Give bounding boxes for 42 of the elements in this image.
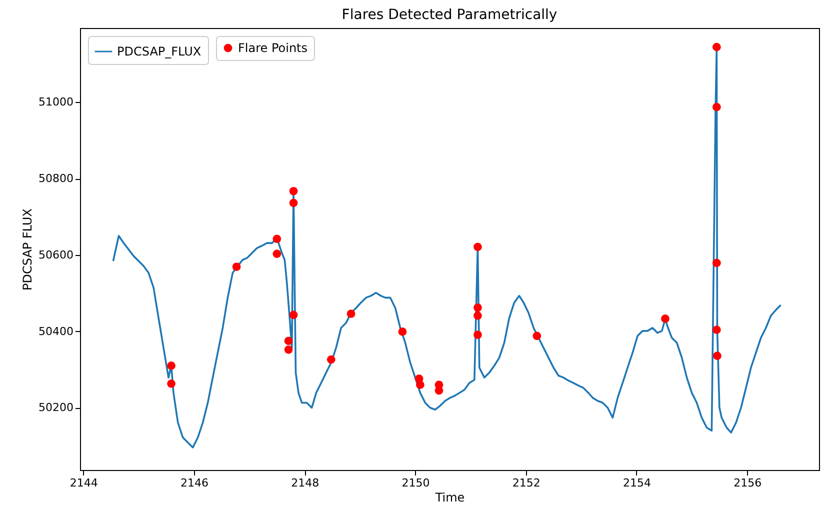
point (474, 242, 482, 252)
point (398, 328, 407, 336)
point (712, 326, 721, 334)
point (661, 314, 670, 323)
point (712, 258, 721, 268)
x-axis-title: Time (434, 490, 465, 504)
legend-label: PDCSAP_FLUX (117, 44, 202, 58)
y-axis-title: PDCSAP FLUX (20, 208, 35, 290)
point (712, 42, 721, 52)
x-tick-label: 2152 (512, 476, 540, 490)
point (532, 332, 542, 340)
chart-title: Flares Detected Parametrically (342, 7, 558, 23)
point (346, 310, 356, 318)
point (284, 336, 293, 346)
point (289, 186, 298, 196)
x-tick-label: 2154 (622, 476, 651, 490)
y-tick-label: 50400 (38, 324, 74, 338)
legend-label: Flare Points (238, 41, 308, 55)
point (232, 262, 241, 271)
point (289, 310, 298, 320)
x-tick-label: 2144 (70, 476, 98, 490)
x-tick-label: 2156 (734, 476, 762, 490)
point (712, 102, 721, 112)
point (713, 352, 722, 360)
x-tick-label: 2148 (291, 476, 320, 490)
point (326, 355, 336, 364)
y-tick-label: 50600 (38, 248, 74, 262)
y-tick-label: 51000 (38, 96, 74, 109)
point (474, 330, 482, 339)
point (167, 379, 176, 388)
point (272, 250, 282, 258)
point (167, 362, 176, 370)
point (284, 345, 293, 354)
point (289, 198, 298, 208)
y-tick-label: 50200 (38, 401, 74, 414)
y-tick-label: 50800 (38, 172, 74, 186)
point (474, 303, 482, 312)
x-tick-label: 2146 (180, 476, 208, 490)
point (474, 311, 482, 320)
x-tick-label: 2150 (402, 476, 430, 490)
point (272, 234, 282, 244)
point (416, 380, 424, 389)
